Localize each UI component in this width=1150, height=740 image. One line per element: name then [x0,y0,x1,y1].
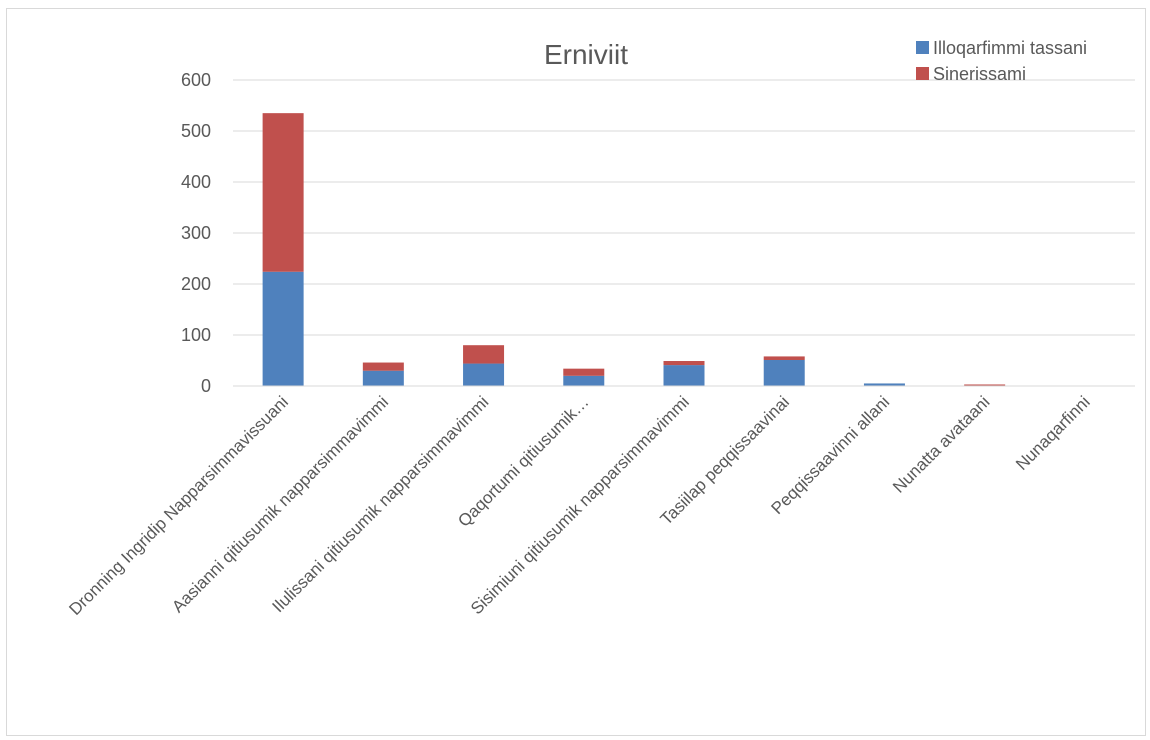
y-tick-label: 0 [201,376,211,396]
bar-segment[interactable] [262,113,304,272]
x-tick-label: Sisimiuni qitiusumik napparsimmavimmi [467,392,693,618]
y-tick-label: 500 [181,121,211,141]
y-tick-label: 400 [181,172,211,192]
legend[interactable]: Illoqarfimmi tassani Sinerissami [916,38,1087,84]
y-tick-label: 600 [181,70,211,90]
bars [262,113,1006,386]
y-tick-label: 300 [181,223,211,243]
x-tick-label: Ilulissani qitiusumik napparsimmavimmi [269,392,493,616]
bar-segment[interactable] [964,384,1006,386]
bar-segment[interactable] [463,363,505,386]
chart-title: Erniviit [544,39,628,70]
x-axis: Dronning Ingridip NapparsimmavissuaniAas… [65,385,1135,619]
y-tick-label: 200 [181,274,211,294]
legend-entry[interactable]: Illoqarfimmi tassani [933,38,1087,58]
legend-entry[interactable]: Sinerissami [933,64,1026,84]
bar-segment[interactable] [763,359,805,386]
bar-segment[interactable] [563,375,605,386]
bar-segment[interactable] [262,271,304,386]
y-tick-label: 100 [181,325,211,345]
bar-segment[interactable] [362,362,404,371]
bar-segment[interactable] [763,356,805,360]
legend-swatch [916,67,929,80]
bar-segment[interactable] [362,370,404,386]
bar-segment[interactable] [463,345,505,364]
x-tick-label: Dronning Ingridip Napparsimmavissuani [65,392,292,619]
x-tick-label: Nunaqarfinni [1012,392,1094,474]
bar-segment[interactable] [663,365,705,386]
bar-segment[interactable] [663,361,705,366]
bar-segment[interactable] [863,383,905,386]
x-tick-label: Nunatta avataani [889,392,993,496]
y-axis: 0 100 200 300 400 500 600 [181,70,211,396]
legend-swatch [916,41,929,54]
x-tick-label: Aasianni qitiusumik napparsimmavimmi [168,392,392,616]
bar-segment[interactable] [563,368,605,376]
gridlines [233,79,1135,387]
